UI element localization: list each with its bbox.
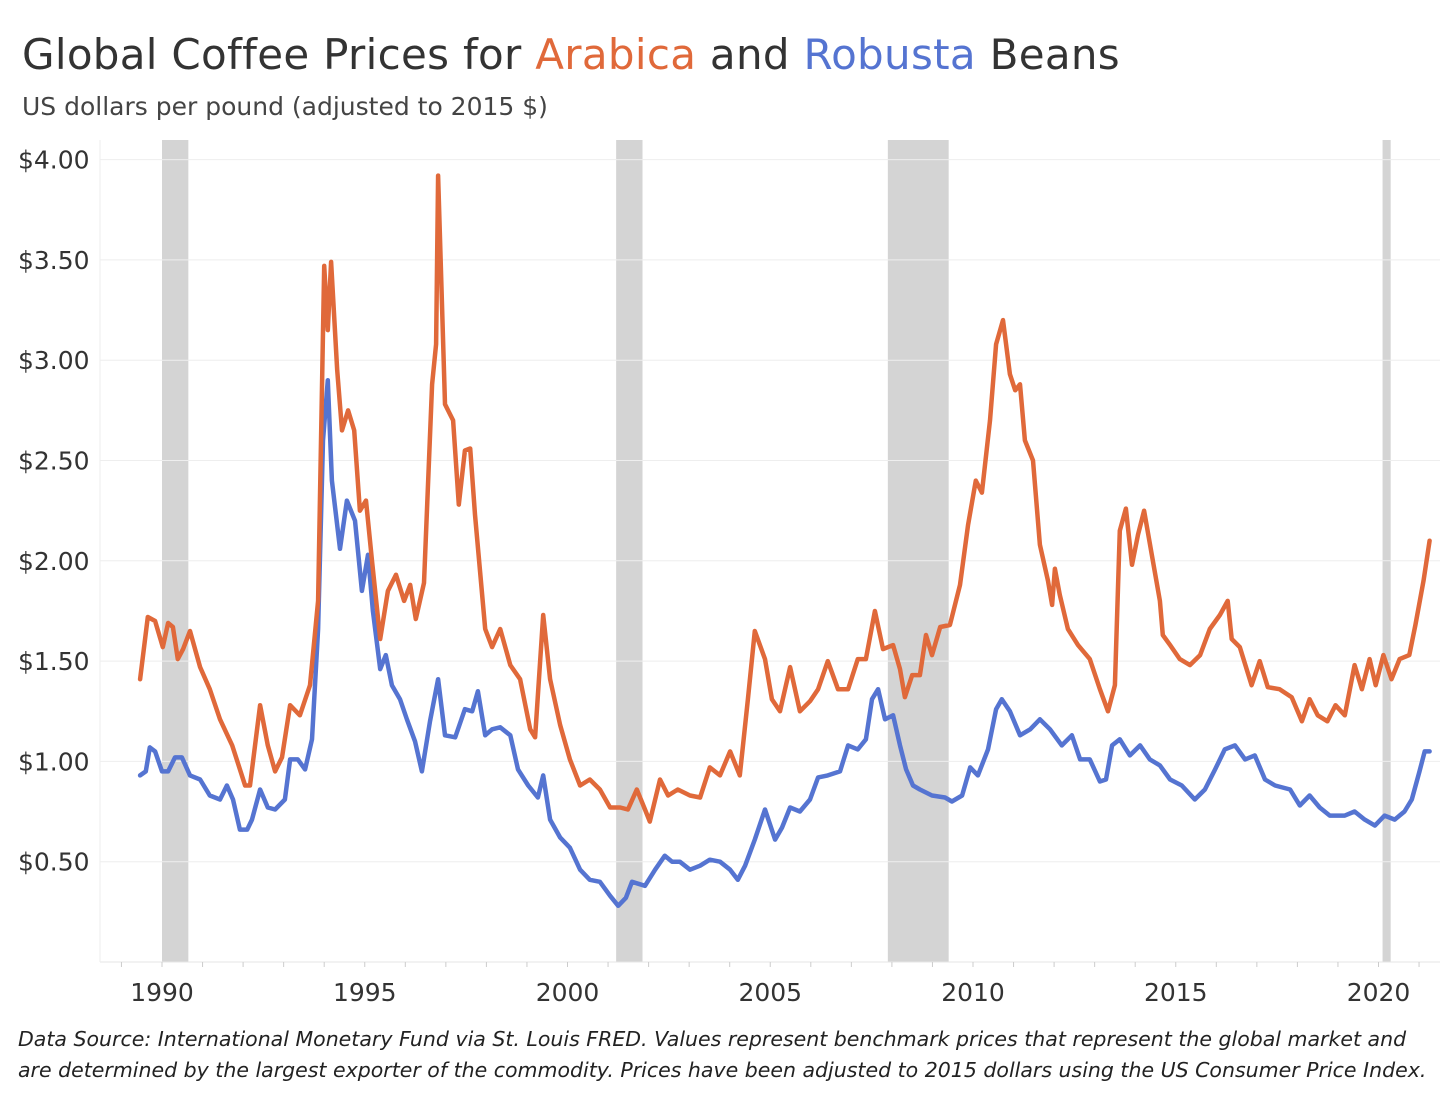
y-tick-label: $2.50 — [18, 447, 90, 476]
x-tick-label: 1995 — [333, 978, 397, 1007]
recession-band — [1382, 140, 1391, 962]
y-tick-label: $4.00 — [18, 146, 90, 175]
title-part: Global Coffee Prices for — [22, 30, 536, 79]
y-tick-label: $1.00 — [18, 747, 90, 776]
series-line-arabica — [137, 173, 1432, 824]
y-tick-label: $0.50 — [18, 848, 90, 877]
y-tick-label: $3.00 — [18, 346, 90, 375]
x-tick-label: 2000 — [536, 978, 600, 1007]
x-tick-label: 2015 — [1144, 978, 1208, 1007]
footnote-line: Data Source: International Monetary Fund… — [18, 1027, 1407, 1051]
x-tick-label: 2010 — [941, 978, 1005, 1007]
title-robusta: Robusta — [803, 30, 976, 79]
title-arabica: Arabica — [535, 30, 697, 79]
title-part: and — [696, 30, 804, 79]
y-tick-label: $1.50 — [18, 647, 90, 676]
recession-band — [887, 140, 949, 962]
x-tick-label: 2020 — [1347, 978, 1411, 1007]
recession-band — [162, 140, 189, 962]
footnote: Data Source: International Monetary Fund… — [18, 1024, 1426, 1086]
x-tick-label: 1990 — [130, 978, 194, 1007]
recession-band — [616, 140, 643, 962]
y-tick-label: $2.00 — [18, 547, 90, 576]
x-tick-label: 2005 — [738, 978, 802, 1007]
y-tick-label: $3.50 — [18, 246, 90, 275]
chart-title: Global Coffee Prices for Arabica and Rob… — [22, 30, 1120, 79]
footnote-line: are determined by the largest exporter o… — [18, 1058, 1427, 1082]
chart-subtitle: US dollars per pound (adjusted to 2015 $… — [22, 92, 548, 121]
title-part: Beans — [975, 30, 1120, 79]
